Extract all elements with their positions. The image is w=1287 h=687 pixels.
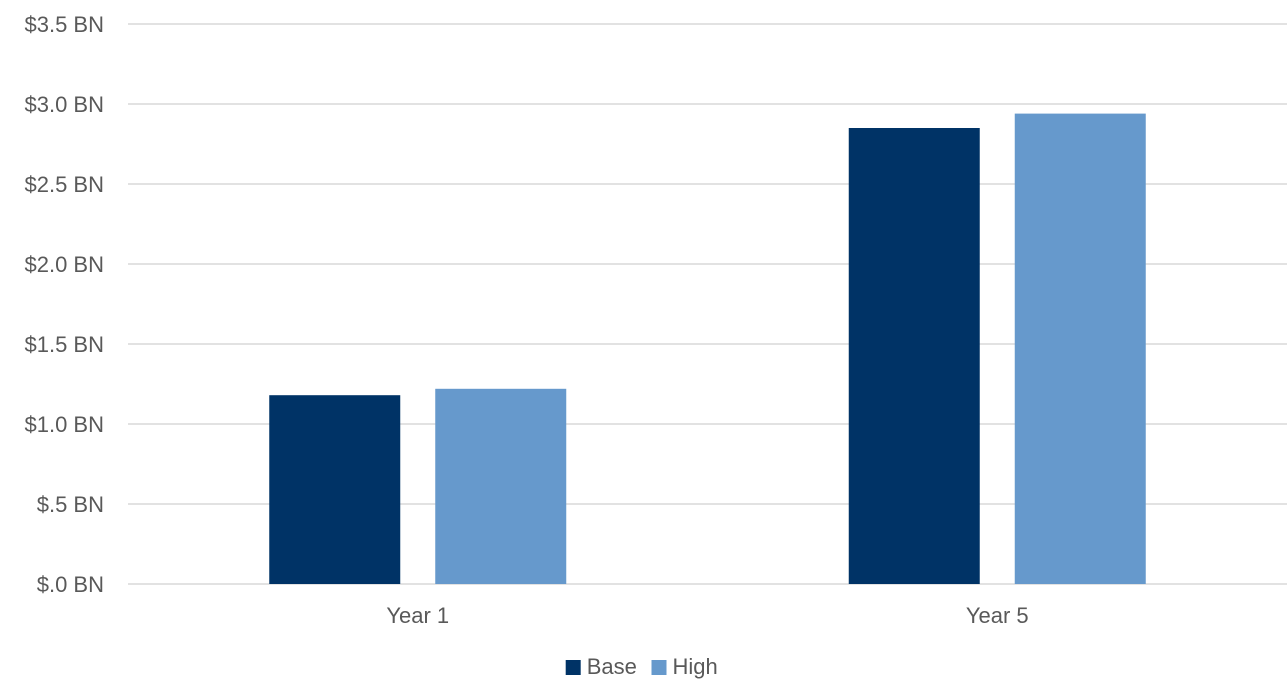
- legend-swatch-high: [651, 660, 667, 675]
- y-tick-label: $2.0 BN: [25, 252, 105, 277]
- y-axis-tick-labels: $.0 BN $.5 BN $1.0 BN $1.5 BN $2.0 BN $2.5 BN…: [25, 12, 105, 597]
- bar-high-year-1: [435, 388, 567, 584]
- legend: Base High: [565, 654, 718, 679]
- legend-label-high: High: [673, 654, 718, 679]
- x-category-label: Year 5: [966, 603, 1029, 628]
- y-tick-label: $1.5 BN: [25, 332, 105, 357]
- x-category-label: Year 1: [386, 603, 449, 628]
- bar-base-year-1: [269, 395, 401, 584]
- bar-high-year-5: [1014, 113, 1146, 584]
- y-tick-label: $2.5 BN: [25, 172, 105, 197]
- legend-swatch-base: [565, 660, 581, 675]
- y-tick-label: $.5 BN: [37, 492, 104, 517]
- y-tick-label: $.0 BN: [37, 572, 104, 597]
- y-tick-label: $3.5 BN: [25, 12, 105, 37]
- bar-base-year-5: [848, 128, 980, 584]
- y-tick-label: $1.0 BN: [25, 412, 105, 437]
- y-tick-label: $3.0 BN: [25, 92, 105, 117]
- bars: [269, 113, 1146, 584]
- legend-label-base: Base: [587, 654, 637, 679]
- x-axis-category-labels: Year 1 Year 5: [386, 603, 1028, 628]
